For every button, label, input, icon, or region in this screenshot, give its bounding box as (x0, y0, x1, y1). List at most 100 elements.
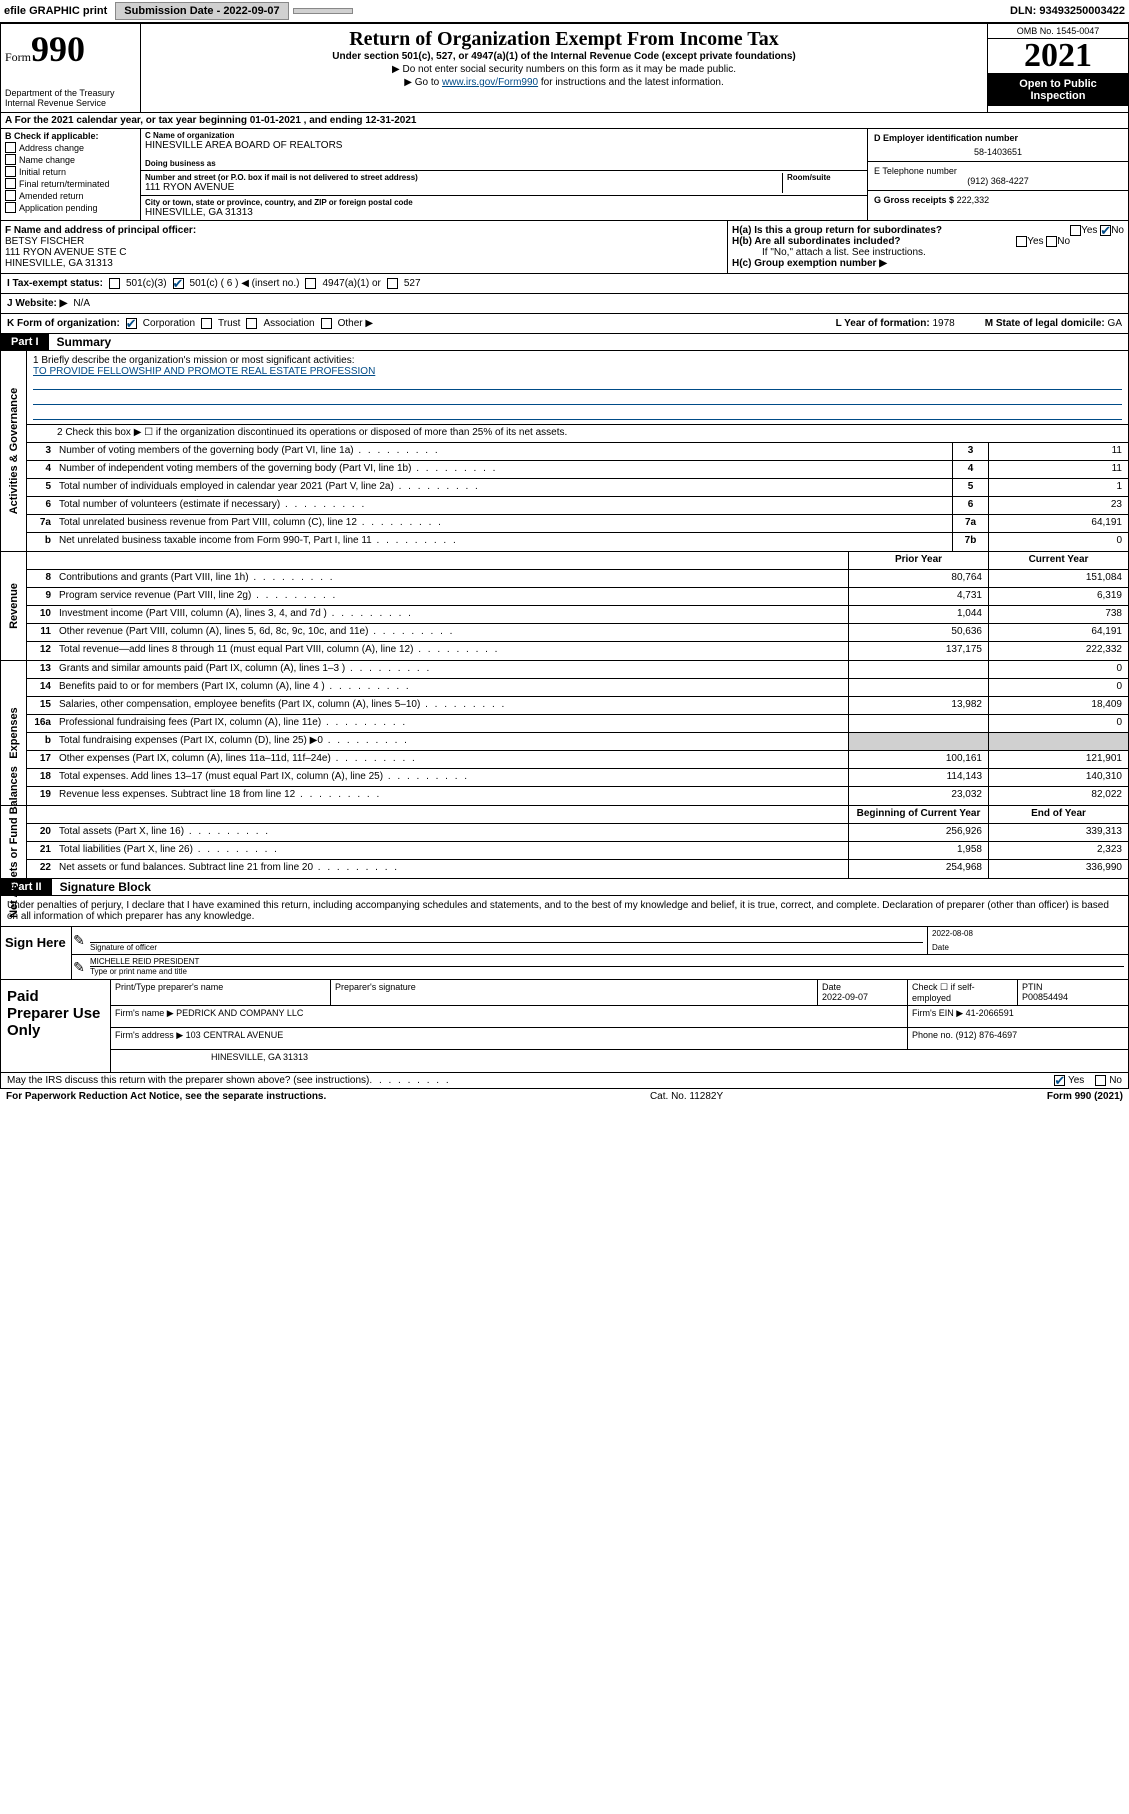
org-name: HINESVILLE AREA BOARD OF REALTORS (145, 140, 863, 151)
paid-preparer-label: Paid Preparer Use Only (1, 980, 111, 1072)
discuss-no[interactable] (1095, 1075, 1106, 1086)
summary-line: 9 Program service revenue (Part VIII, li… (27, 588, 1128, 606)
col-b-checkboxes: B Check if applicable: Address change Na… (1, 129, 141, 220)
part1-label: Part I (1, 334, 49, 350)
cat-no: Cat. No. 11282Y (650, 1091, 723, 1102)
sig-date: 2022-08-08 (932, 929, 1124, 943)
hb-no[interactable] (1046, 236, 1057, 247)
summary-line: 18 Total expenses. Add lines 13–17 (must… (27, 769, 1128, 787)
chk-501c[interactable] (173, 278, 184, 289)
chk-final-return[interactable] (5, 178, 16, 189)
summary-line: b Total fundraising expenses (Part IX, c… (27, 733, 1128, 751)
website-value: N/A (73, 298, 90, 309)
open-inspection: Open to Public Inspection (988, 74, 1128, 106)
summary-line: 12 Total revenue—add lines 8 through 11 … (27, 642, 1128, 660)
summary-line: 8 Contributions and grants (Part VIII, l… (27, 570, 1128, 588)
submission-date-button[interactable]: Submission Date - 2022-09-07 (115, 2, 288, 20)
firm-addr: 103 CENTRAL AVENUE (186, 1030, 284, 1040)
website-row: J Website: ▶ N/A (0, 294, 1129, 314)
note-ssn: ▶ Do not enter social security numbers o… (147, 64, 981, 75)
prep-date: 2022-09-07 (822, 992, 903, 1002)
summary-line: 6 Total number of volunteers (estimate i… (27, 497, 1128, 515)
may-irs-discuss: May the IRS discuss this return with the… (0, 1073, 1129, 1089)
summary-line: 5 Total number of individuals employed i… (27, 479, 1128, 497)
part2-header-row: Part II Signature Block (0, 879, 1129, 896)
tax-exempt-status: I Tax-exempt status: 501(c)(3) 501(c) ( … (0, 274, 1129, 294)
group-return: H(a) Is this a group return for subordin… (728, 221, 1128, 273)
sign-here-table: Sign Here ✎ Signature of officer 2022-08… (1, 926, 1128, 979)
gross-receipts: 222,332 (957, 195, 990, 205)
header-right: OMB No. 1545-0047 2021 Open to Public In… (988, 24, 1128, 112)
dln-label: DLN: 93493250003422 (1010, 5, 1125, 17)
side-revenue: Revenue (1, 552, 27, 660)
ha-no[interactable] (1100, 225, 1111, 236)
chk-name-change[interactable] (5, 154, 16, 165)
header-mid: Return of Organization Exempt From Incom… (141, 24, 988, 112)
part1-header-row: Part I Summary (0, 334, 1129, 351)
mission-text: TO PROVIDE FELLOWSHIP AND PROMOTE REAL E… (33, 366, 1122, 377)
chk-initial-return[interactable] (5, 166, 16, 177)
chk-association[interactable] (246, 318, 257, 329)
summary-line: 14 Benefits paid to or for members (Part… (27, 679, 1128, 697)
paid-preparer-block: Paid Preparer Use Only Print/Type prepar… (0, 980, 1129, 1073)
section-bcde: B Check if applicable: Address change Na… (0, 129, 1129, 221)
summary-line: 17 Other expenses (Part IX, column (A), … (27, 751, 1128, 769)
chk-501c3[interactable] (109, 278, 120, 289)
header-left: Form990 Department of the Treasury Inter… (1, 24, 141, 112)
phone: (912) 368-4227 (874, 176, 1122, 186)
governance-section: Activities & Governance 1 Briefly descri… (0, 351, 1129, 552)
state-domicile: GA (1108, 318, 1122, 329)
ein: 58-1403651 (874, 147, 1122, 157)
officer-name: BETSY FISCHER (5, 236, 84, 247)
revenue-section: Revenue Prior Year Current Year 8 Contri… (0, 552, 1129, 661)
irs-label: Internal Revenue Service (5, 98, 136, 108)
street-address: 111 RYON AVENUE (145, 182, 778, 193)
col-c-org-info: C Name of organization HINESVILLE AREA B… (141, 129, 868, 220)
summary-line: 7a Total unrelated business revenue from… (27, 515, 1128, 533)
chk-other[interactable] (321, 318, 332, 329)
summary-line: 10 Investment income (Part VIII, column … (27, 606, 1128, 624)
discuss-yes[interactable] (1054, 1075, 1065, 1086)
row-fh: F Name and address of principal officer:… (0, 221, 1129, 274)
summary-line: 21 Total liabilities (Part X, line 26) 1… (27, 842, 1128, 860)
form-of-org: K Form of organization: Corporation Trus… (0, 314, 1129, 334)
netassets-header: Beginning of Current Year End of Year (27, 806, 1128, 824)
summary-line: 3 Number of voting members of the govern… (27, 443, 1128, 461)
firm-addr2: HINESVILLE, GA 31313 (111, 1050, 1128, 1072)
part1-title: Summary (49, 335, 112, 349)
hb-yes[interactable] (1016, 236, 1027, 247)
expenses-section: Expenses 13 Grants and similar amounts p… (0, 661, 1129, 806)
form-word: Form (5, 50, 31, 64)
chk-corporation[interactable] (126, 318, 137, 329)
line2: 2 Check this box ▶ ☐ if the organization… (27, 425, 1128, 442)
summary-line: 15 Salaries, other compensation, employe… (27, 697, 1128, 715)
form-subtitle: Under section 501(c), 527, or 4947(a)(1)… (147, 51, 981, 62)
pen-icon: ✎ (72, 955, 86, 979)
summary-line: 16a Professional fundraising fees (Part … (27, 715, 1128, 733)
paperwork-notice: For Paperwork Reduction Act Notice, see … (6, 1091, 326, 1102)
chk-4947[interactable] (305, 278, 316, 289)
summary-line: 11 Other revenue (Part VIII, column (A),… (27, 624, 1128, 642)
irs-link[interactable]: www.irs.gov/Form990 (442, 77, 538, 88)
blank-button[interactable] (293, 8, 353, 14)
revenue-header: Prior Year Current Year (27, 552, 1128, 570)
sign-here-label: Sign Here (1, 927, 71, 979)
year-formation: 1978 (932, 318, 954, 329)
self-employed-check: Check ☐ if self-employed (908, 980, 1018, 1005)
form-id: Form 990 (2021) (1047, 1091, 1123, 1102)
chk-527[interactable] (387, 278, 398, 289)
chk-trust[interactable] (201, 318, 212, 329)
summary-line: b Net unrelated business taxable income … (27, 533, 1128, 551)
ptin: P00854494 (1022, 992, 1124, 1002)
signature-block: Under penalties of perjury, I declare th… (0, 896, 1129, 980)
summary-line: 4 Number of independent voting members o… (27, 461, 1128, 479)
efile-label: efile GRAPHIC print (4, 5, 107, 17)
form-title: Return of Organization Exempt From Incom… (147, 28, 981, 51)
mission-block: 1 Briefly describe the organization's mi… (27, 351, 1128, 425)
chk-app-pending[interactable] (5, 202, 16, 213)
chk-address-change[interactable] (5, 142, 16, 153)
ha-yes[interactable] (1070, 225, 1081, 236)
chk-amended[interactable] (5, 190, 16, 201)
part2-title: Signature Block (52, 880, 151, 894)
pen-icon: ✎ (72, 927, 86, 954)
